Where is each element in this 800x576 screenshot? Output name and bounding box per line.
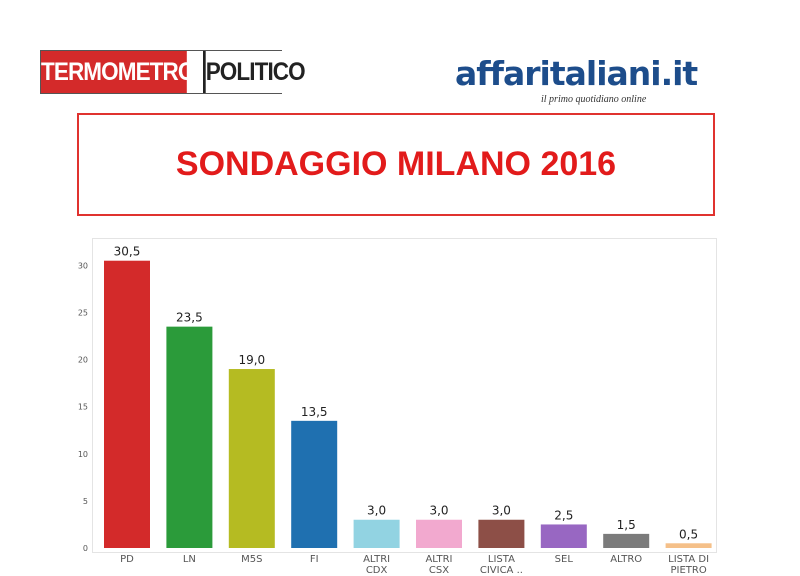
title-box: SONDAGGIO MILANO 2016 [77, 113, 715, 216]
bar-value-label: 23,5 [176, 311, 203, 325]
x-category-label: CIVICA .. [480, 565, 523, 576]
y-tick-label: 5 [83, 497, 88, 506]
y-tick-label: 10 [78, 450, 88, 459]
x-category-label: ALTRI [363, 554, 390, 565]
termometro-politico-logo: TERMOMETRO POLITICO [40, 50, 306, 94]
bar [540, 524, 587, 548]
x-category-label: CDX [366, 565, 388, 576]
x-category-label: PD [120, 554, 134, 565]
bar-value-label: 3,0 [367, 504, 386, 518]
bar-value-label: 30,5 [114, 245, 141, 259]
x-category-label: LISTA DI [668, 554, 709, 565]
y-tick-label: 30 [78, 261, 88, 270]
y-tick-label: 20 [78, 356, 88, 365]
x-category-label: ALTRO [610, 554, 642, 565]
bar [665, 543, 712, 548]
x-category-label: ALTRI [425, 554, 452, 565]
bar-value-label: 3,0 [429, 504, 448, 518]
y-tick-label: 15 [78, 403, 88, 412]
page-title: SONDAGGIO MILANO 2016 [175, 145, 617, 183]
x-category-label: LISTA [488, 554, 515, 565]
bar [603, 533, 650, 548]
bar [104, 260, 150, 548]
bar [416, 519, 462, 548]
y-tick-label: 25 [78, 309, 88, 318]
affaritaliani-name: affaritaliani.it [455, 54, 698, 93]
bar-value-label: 3,0 [492, 504, 511, 518]
bar-value-label: 0,5 [679, 527, 698, 541]
bar [166, 326, 213, 548]
x-category-label: CSX [429, 565, 449, 576]
bar-value-label: 1,5 [617, 518, 636, 532]
x-category-label: M5S [241, 554, 262, 565]
y-tick-label: 0 [83, 544, 88, 553]
chart-svg: 0 5 10 15 20 25 30 30,5 PD 23,5 LN 19,0 M5S 13,5 FI 3,0… [78, 245, 712, 576]
x-category-label: PIETRO [670, 565, 706, 576]
bar-value-label: 13,5 [301, 405, 328, 419]
bar [353, 519, 400, 548]
affaritaliani-logo: affaritaliani.it il primo quotidiano onl… [455, 54, 745, 114]
x-category-label: SEL [555, 554, 574, 565]
bar-chart: 0 5 10 15 20 25 30 30,5 PD 23,5 LN 19,0 M5S 13,5 FI 3,0… [66, 238, 722, 576]
bar [478, 519, 525, 548]
bar [291, 420, 338, 548]
bar-value-label: 2,5 [554, 508, 573, 522]
x-category-label: FI [310, 554, 319, 565]
logo-part-termometro: TERMOMETRO [41, 51, 195, 93]
bar-value-label: 19,0 [238, 353, 265, 367]
x-category-label: LN [183, 554, 196, 565]
logo-part-politico: POLITICO [203, 51, 306, 93]
chart-frame [92, 238, 717, 553]
affaritaliani-tagline: il primo quotidiano online [541, 94, 647, 105]
bar [228, 369, 275, 548]
